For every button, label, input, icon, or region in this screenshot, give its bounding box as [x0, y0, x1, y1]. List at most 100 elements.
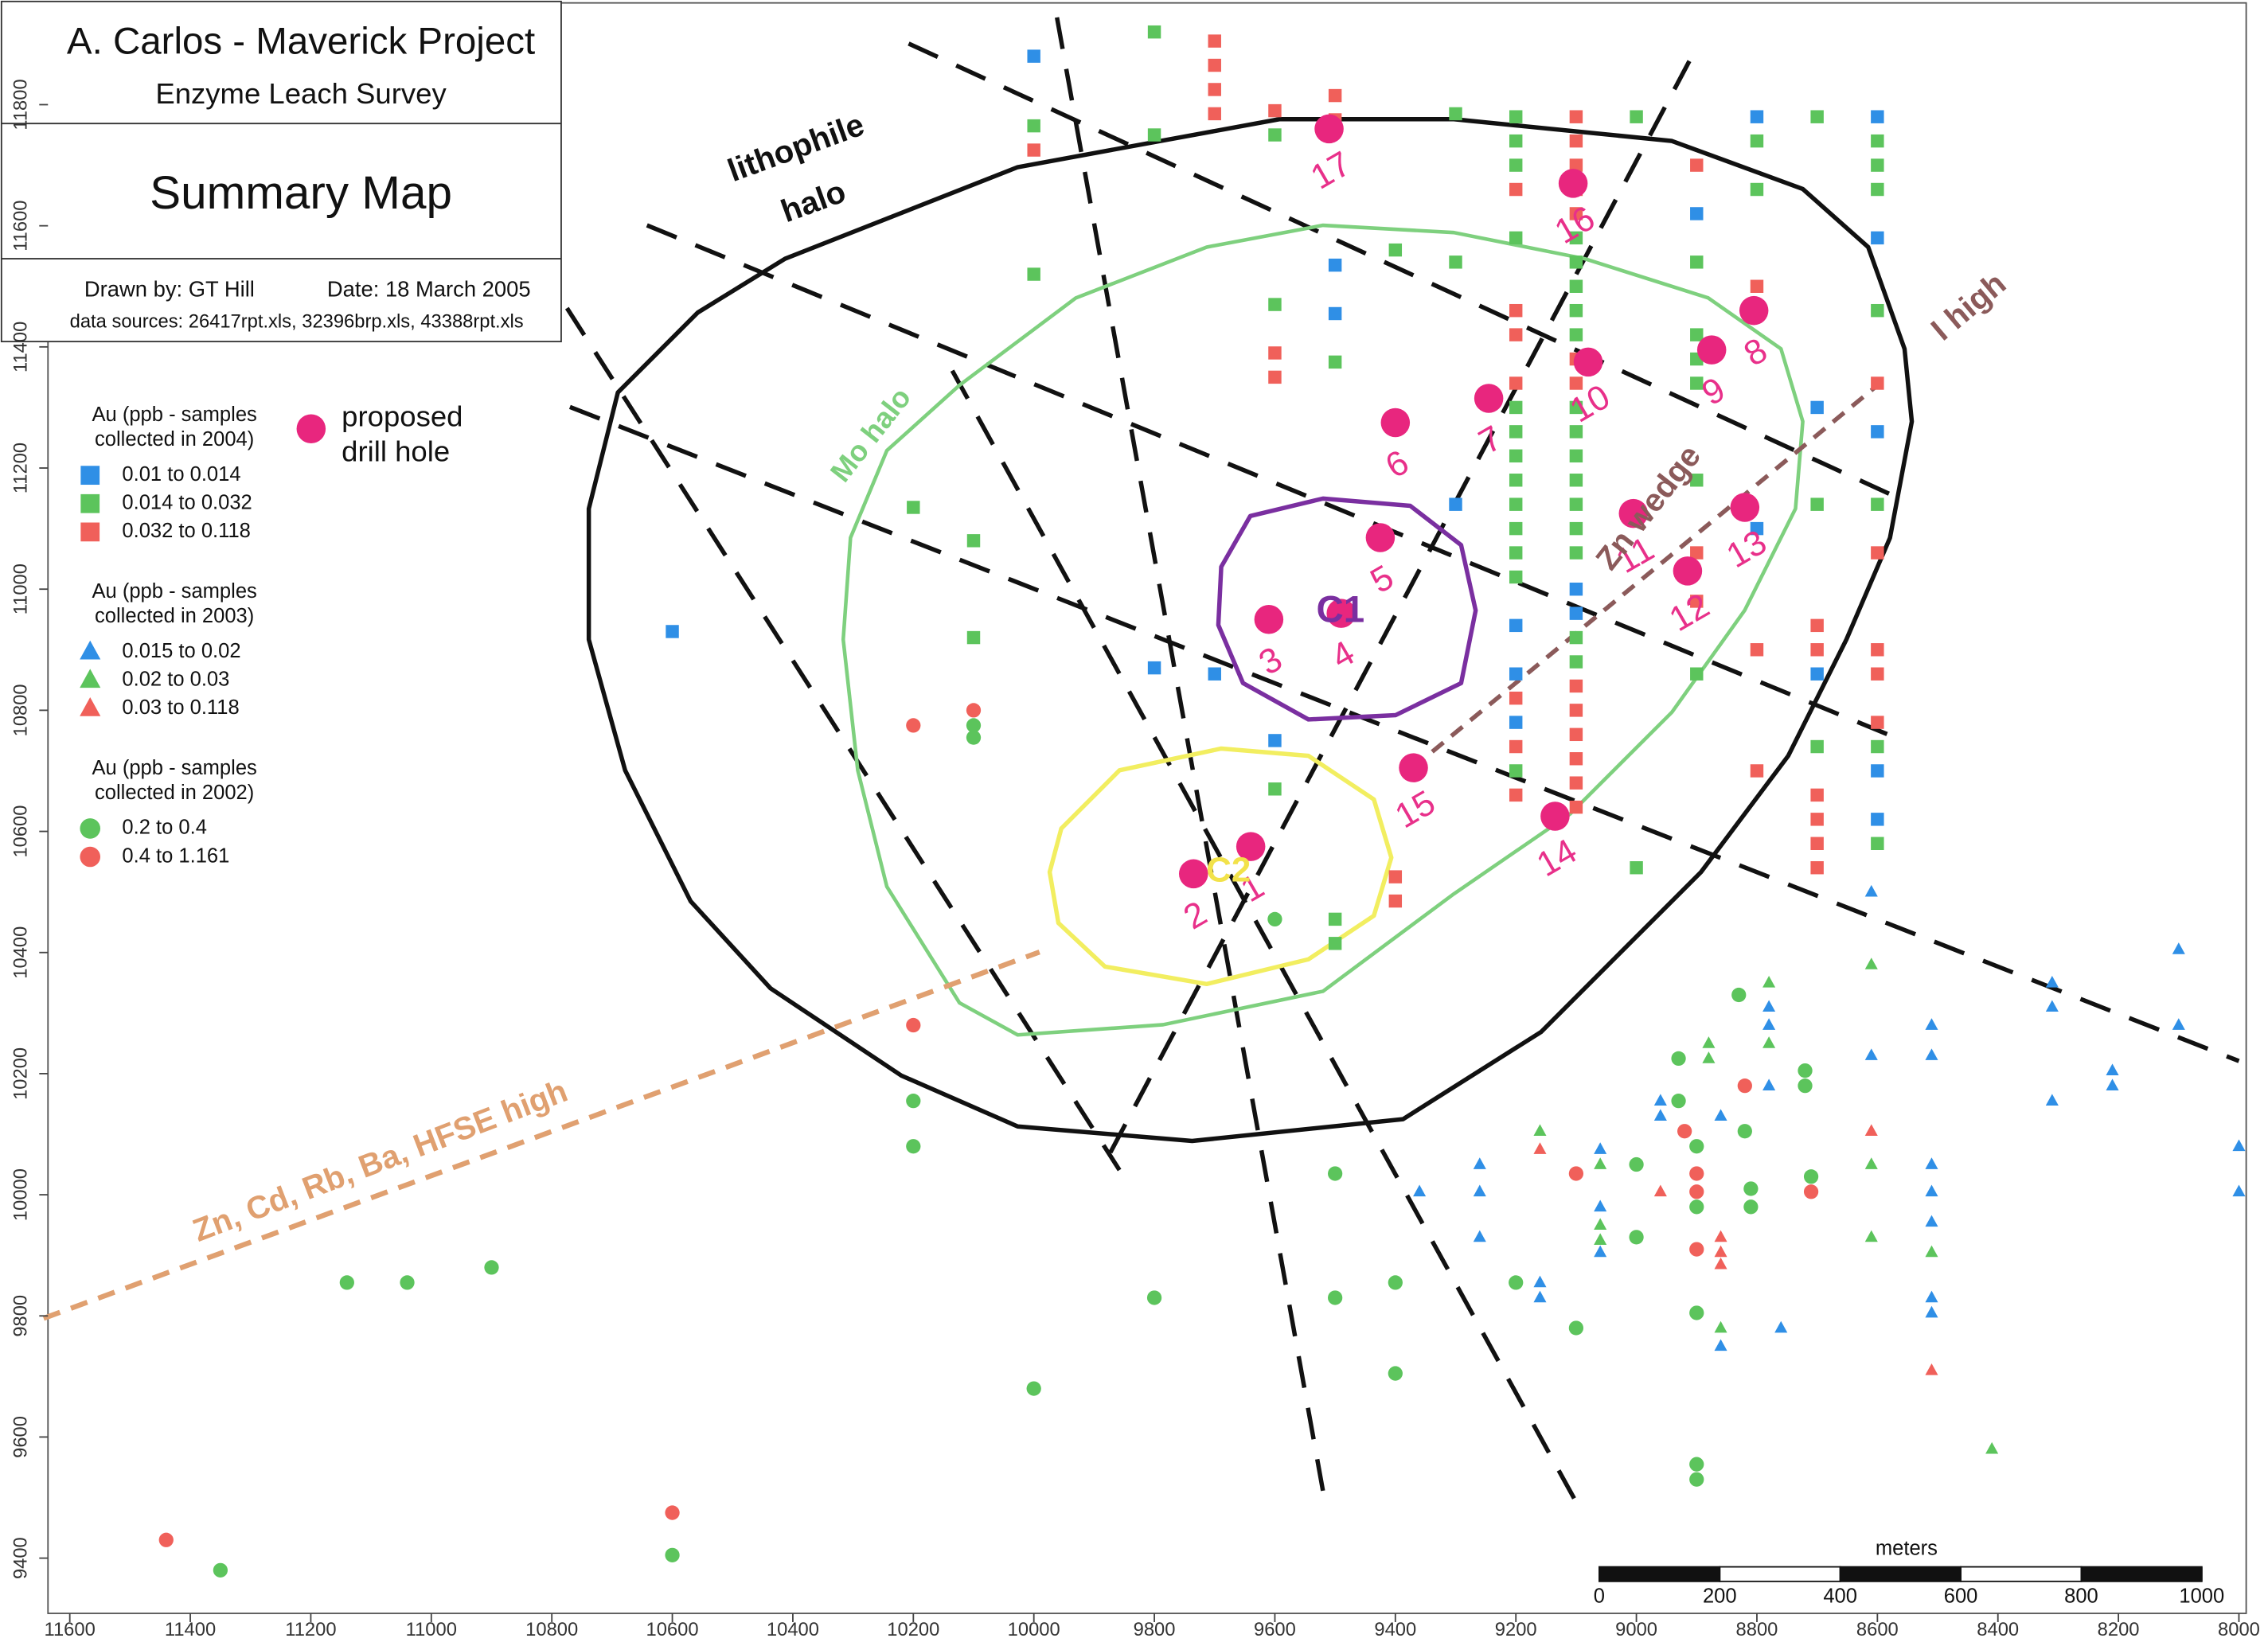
- legend-label: drill hole: [342, 435, 450, 467]
- x-tick-label: 9400: [1374, 1620, 1416, 1640]
- legend-label: 0.014 to 0.032: [122, 492, 252, 514]
- sample-point: [1533, 1290, 1547, 1303]
- sample-point: [1208, 83, 1221, 96]
- sample-point: [1509, 425, 1523, 439]
- sample-point: [1762, 1078, 1776, 1090]
- legend-label: 0.03 to 0.118: [122, 696, 239, 719]
- sample-point: [1864, 1157, 1878, 1169]
- sample-point: [906, 1094, 921, 1109]
- sample-point: [2045, 1000, 2059, 1012]
- sample-point: [1871, 134, 1884, 148]
- sample-point: [1509, 618, 1523, 633]
- sample-point: [1925, 1184, 1938, 1197]
- sample-point: [1509, 521, 1523, 536]
- x-tick-label: 9800: [1134, 1620, 1176, 1640]
- sample-point: [1810, 497, 1824, 511]
- x-tick-label: 10800: [525, 1620, 578, 1640]
- sample-point: [1810, 400, 1824, 415]
- sample-point: [1750, 764, 1764, 778]
- sample-point: [1509, 110, 1523, 123]
- sample-point: [2172, 942, 2185, 954]
- sample-point: [1810, 788, 1824, 802]
- sample-point: [1569, 521, 1583, 536]
- sample-point: [1449, 107, 1462, 121]
- sample-point: [1268, 346, 1282, 360]
- sample-point: [2045, 1094, 2059, 1106]
- sample-point: [1328, 306, 1342, 321]
- structure-line: [908, 41, 1891, 497]
- sample-point: [1864, 1230, 1878, 1242]
- sample-point: [1473, 1184, 1486, 1197]
- sample-point: [1750, 110, 1764, 123]
- drill-hole: [1380, 408, 1411, 438]
- sample-point: [1864, 1124, 1878, 1137]
- x-tick-label: 10400: [767, 1620, 819, 1640]
- x-tick-label: 11600: [45, 1620, 96, 1640]
- zn-cd-trend: [42, 950, 1040, 1321]
- x-tick-label: 8800: [1736, 1620, 1778, 1640]
- sample-point: [1268, 128, 1282, 142]
- sample-point: [906, 1139, 921, 1154]
- sample-point: [1810, 110, 1824, 123]
- sample-point: [1509, 1275, 1524, 1290]
- c1-label: C1: [1316, 588, 1364, 630]
- sample-point: [1473, 1230, 1486, 1242]
- legend-title: collected in 2004): [95, 428, 254, 450]
- sample-point: [1268, 103, 1282, 118]
- x-tick-label: 8600: [1856, 1620, 1899, 1640]
- y-tick-label: 9800: [11, 1295, 32, 1337]
- sample-point: [1690, 158, 1704, 172]
- sample-point: [1714, 1109, 1727, 1121]
- sample-point: [966, 703, 982, 718]
- sample-point: [1743, 1199, 1759, 1215]
- sample-point: [1569, 704, 1583, 717]
- sample-point: [1533, 1275, 1547, 1288]
- legend-swatch: [80, 669, 101, 688]
- sample-point: [1762, 1036, 1776, 1048]
- sample-point: [1568, 1320, 1584, 1336]
- sample-point: [1750, 521, 1764, 536]
- sample-point: [1569, 474, 1583, 487]
- sample-point: [1509, 231, 1523, 245]
- legend-label: proposed: [342, 400, 463, 433]
- sample-point: [1509, 739, 1523, 754]
- sample-point: [1208, 667, 1221, 681]
- sample-point: [1328, 1290, 1343, 1305]
- sample-point: [1509, 570, 1523, 584]
- sample-point: [1027, 119, 1040, 133]
- scale-title: meters: [1876, 1537, 1938, 1559]
- y-tick-label: 9600: [11, 1416, 32, 1458]
- sample-point: [1594, 1157, 1607, 1169]
- y-tick-label: 11600: [11, 201, 32, 252]
- x-tick-label: 8200: [2098, 1620, 2140, 1640]
- x-tick-label: 11200: [285, 1620, 336, 1640]
- sample-point: [1449, 255, 1462, 269]
- sample-point: [1388, 1366, 1403, 1381]
- sample-point: [1509, 788, 1523, 802]
- y-tick-label: 10400: [11, 926, 32, 979]
- x-tick-label: 9200: [1495, 1620, 1537, 1640]
- sample-point: [1750, 279, 1764, 293]
- sample-point: [1690, 207, 1704, 220]
- date: Date: 18 March 2005: [327, 276, 531, 301]
- sample-point: [1569, 231, 1583, 245]
- sample-point: [1925, 1048, 1938, 1060]
- sample-point: [1864, 1048, 1878, 1060]
- sample-point: [1871, 716, 1884, 729]
- legend-swatch: [80, 818, 101, 839]
- sample-point: [1690, 667, 1704, 681]
- sample-point: [1737, 1078, 1752, 1094]
- sample-point: [1689, 1166, 1704, 1181]
- sample-point: [1509, 691, 1523, 705]
- sample-point: [1774, 1320, 1788, 1333]
- sample-point: [2106, 1063, 2119, 1075]
- sample-point: [1803, 1169, 1819, 1184]
- x-tick-label: 11000: [406, 1620, 457, 1640]
- sample-point: [1871, 303, 1884, 318]
- sample-point: [484, 1260, 499, 1275]
- sample-point: [1810, 643, 1824, 657]
- sample-point: [1328, 355, 1342, 369]
- x-tick-label: 8000: [2218, 1620, 2260, 1640]
- x-tick-label: 11400: [165, 1620, 216, 1640]
- sample-point: [1985, 1441, 1999, 1454]
